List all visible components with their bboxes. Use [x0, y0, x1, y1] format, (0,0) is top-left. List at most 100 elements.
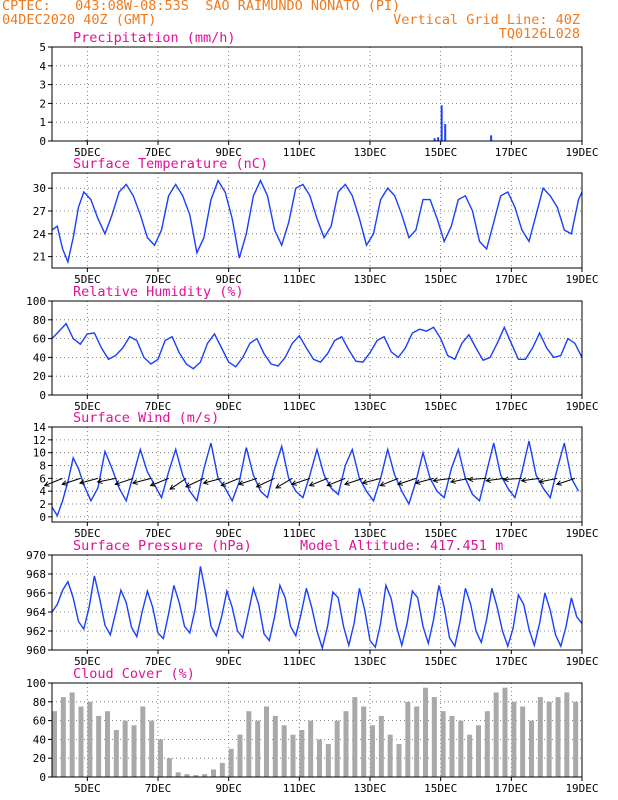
cloud-bar — [255, 720, 261, 777]
wind-arrow-head — [432, 477, 439, 484]
precip-ytick-label: 2 — [39, 97, 46, 110]
wind-xtick-label: 15DEC — [424, 527, 457, 540]
pressure-xtick-label: 13DEC — [353, 655, 386, 668]
cloud-bar — [211, 769, 216, 777]
wind-xtick-label: 17DEC — [495, 527, 528, 540]
cloud-bar — [431, 697, 437, 777]
cloud-bar — [361, 706, 367, 777]
wind-arrow-shaft — [132, 477, 152, 484]
cloud-bar — [299, 730, 305, 777]
wind-arrow-head — [131, 479, 138, 485]
cloud-bar — [78, 706, 84, 777]
wind-arrow-head — [485, 477, 492, 484]
cloud-bar — [52, 711, 57, 777]
wind-arrow-head — [326, 481, 333, 487]
wind-ytick-label: 10 — [33, 447, 46, 460]
precip-xtick-label: 9DEC — [215, 146, 242, 159]
wind-arrow-head — [361, 479, 368, 485]
wind-xtick-label: 19DEC — [565, 527, 598, 540]
cloud-bar — [317, 739, 322, 777]
cloud-bar — [573, 701, 579, 777]
temp-xtick-label: 13DEC — [353, 273, 386, 286]
header-date: 04DEC2020 40Z (GMT) — [2, 12, 157, 28]
cloud-title: Cloud Cover (%) — [73, 666, 195, 682]
cloud-bar — [502, 687, 508, 777]
header-model: TQ0126L028 — [498, 26, 580, 42]
cloud-bar — [423, 687, 428, 777]
cloud-ytick-label: 40 — [33, 733, 46, 746]
cloud-bar — [352, 697, 358, 777]
precip-frame — [51, 46, 583, 142]
wind-arrow-head — [467, 476, 474, 483]
wind-arrow-head — [149, 481, 156, 487]
pressure-xtick-label: 5DEC — [74, 655, 101, 668]
wind-arrow-shaft — [503, 477, 522, 481]
wind-arrow-shaft — [238, 477, 258, 485]
pressure-xtick-label: 9DEC — [215, 655, 242, 668]
precip-ytick-label: 5 — [39, 41, 46, 54]
rh-ytick-label: 40 — [33, 351, 46, 364]
pressure-ytick-label: 964 — [26, 606, 46, 619]
wind-arrow-head — [396, 480, 403, 486]
wind-frame — [51, 426, 583, 523]
temp-xtick-label: 11DEC — [283, 273, 316, 286]
cloud-bar — [440, 711, 446, 777]
cloud-bar — [387, 734, 393, 777]
rh-series-line — [51, 322, 583, 370]
rh-xtick-label: 17DEC — [495, 400, 528, 413]
cloud-ytick-label: 0 — [39, 771, 46, 784]
cloud-bar — [96, 715, 102, 777]
rh-ytick-label: 60 — [33, 333, 46, 346]
pressure-xtick-label: 11DEC — [283, 655, 316, 668]
temp-ytick-label: 21 — [33, 251, 46, 264]
wind-arrow-head — [255, 482, 262, 488]
cloud-bar — [529, 720, 534, 777]
cloud-ytick-label: 80 — [33, 696, 46, 709]
wind-arrow-shaft — [115, 477, 134, 485]
wind-arrow-head — [414, 479, 421, 485]
cloud-bar — [140, 706, 146, 777]
precip-ytick-label: 3 — [39, 79, 46, 92]
precip-title: Precipitation (mm/h) — [73, 30, 236, 46]
precip-bar — [437, 137, 440, 141]
temp-xtick-label: 5DEC — [74, 273, 101, 286]
temp-ytick-label: 30 — [33, 182, 46, 195]
cloud-bar — [149, 720, 155, 777]
rh-xtick-label: 7DEC — [145, 400, 172, 413]
cloud-ytick-label: 60 — [33, 715, 46, 728]
precip-ytick-label: 4 — [39, 60, 46, 73]
cloud-xtick-label: 19DEC — [565, 782, 598, 795]
cloud-bar — [467, 734, 473, 777]
wind-arrow-shaft — [556, 477, 576, 485]
pressure-ytick-label: 970 — [26, 549, 46, 562]
wind-arrow-head — [220, 481, 227, 487]
wind-ytick-label: 4 — [39, 485, 46, 498]
cloud-bar — [60, 697, 66, 777]
precip-bar — [444, 124, 447, 141]
cloud-bar — [87, 701, 93, 777]
cloud-bar — [449, 715, 455, 777]
temp-xtick-label: 19DEC — [565, 273, 598, 286]
pressure-ytick-label: 966 — [26, 587, 46, 600]
rh-ytick-label: 80 — [33, 314, 46, 327]
wind-arrow-shaft — [486, 477, 505, 482]
rh-xtick-label: 11DEC — [283, 400, 316, 413]
wind-arrow-head — [520, 477, 527, 484]
wind-ytick-label: 8 — [39, 460, 46, 473]
cloud-bar — [476, 725, 481, 777]
precip-xtick-label: 19DEC — [565, 146, 598, 159]
pressure-title: Surface Pressure (hPa) — [73, 538, 252, 554]
wind-arrow-shaft — [79, 477, 99, 484]
wind-arrow-shaft — [539, 477, 558, 483]
pressure-ytick-label: 960 — [26, 644, 46, 657]
wind-title: Surface Wind (m/s) — [73, 410, 219, 426]
rh-ytick-label: 100 — [26, 295, 46, 308]
wind-arrow-head — [449, 478, 456, 484]
precip-bar — [490, 135, 493, 141]
wind-arrow-shaft — [221, 477, 240, 487]
wind-arrow-head — [343, 480, 350, 486]
rh-xtick-label: 13DEC — [353, 400, 386, 413]
cloud-bar — [378, 715, 384, 777]
precip-xtick-label: 17DEC — [495, 146, 528, 159]
